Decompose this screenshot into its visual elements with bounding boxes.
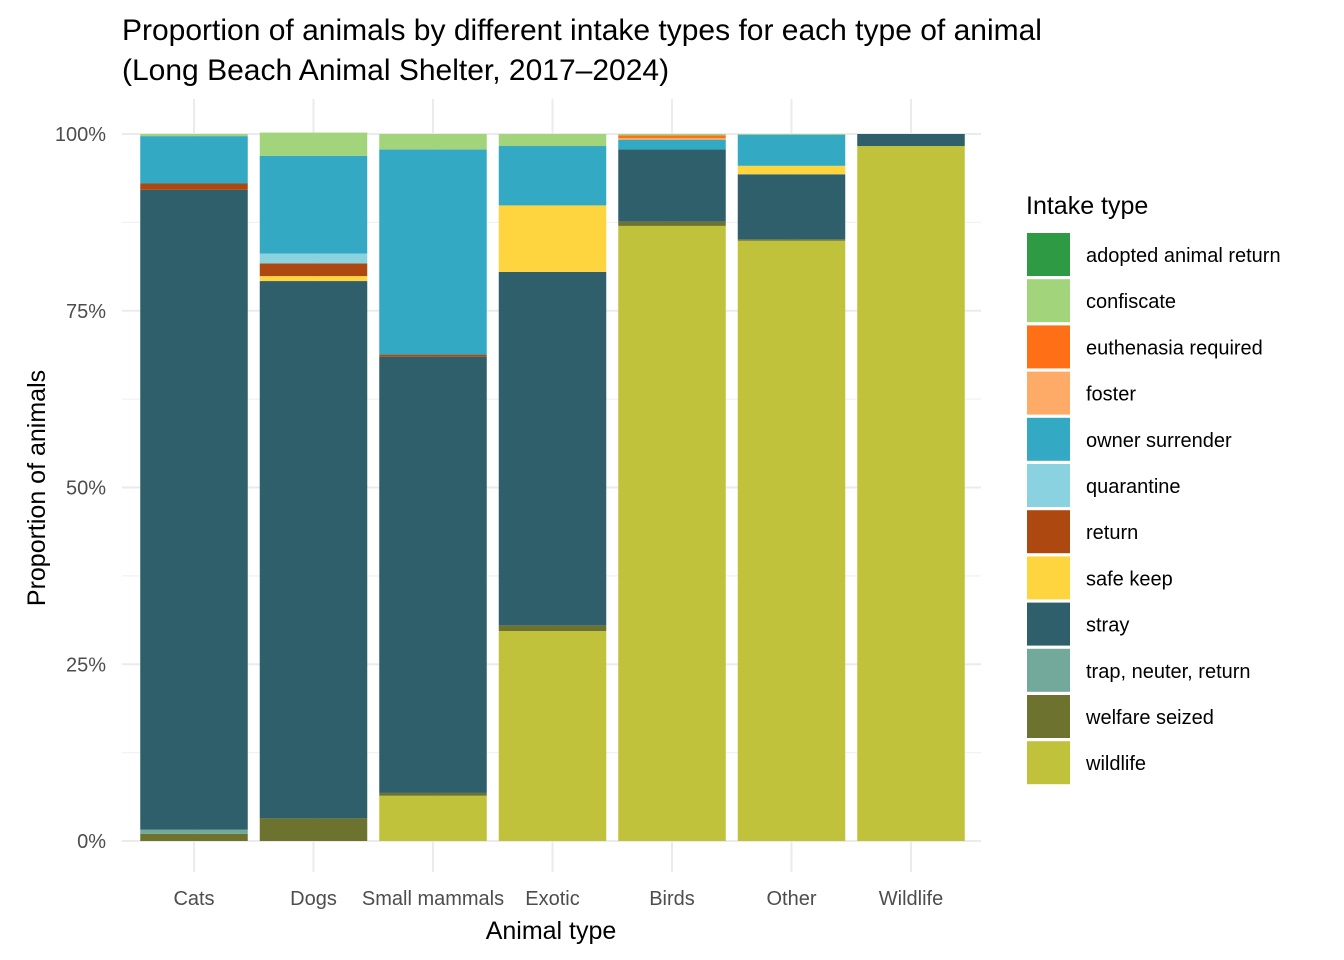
bar-segment bbox=[737, 134, 846, 135]
x-tick-label: Other bbox=[766, 888, 816, 910]
legend-swatch bbox=[1027, 233, 1070, 276]
bar-segment bbox=[140, 183, 248, 190]
bar-segment bbox=[737, 239, 846, 241]
legend-label: foster bbox=[1086, 384, 1136, 406]
bar-segment bbox=[379, 356, 487, 793]
legend-swatch bbox=[1027, 464, 1070, 507]
bar-segment bbox=[259, 132, 368, 156]
bar-segment bbox=[857, 134, 965, 147]
bar-segment bbox=[618, 135, 726, 139]
bar-segment bbox=[379, 354, 487, 357]
legend-swatch bbox=[1027, 741, 1070, 785]
y-tick-label: 100% bbox=[55, 124, 106, 146]
legend-swatch bbox=[1027, 510, 1070, 554]
legend-label: return bbox=[1086, 522, 1138, 544]
x-tick-label: Birds bbox=[649, 888, 695, 910]
bar-segment bbox=[140, 136, 248, 184]
x-axis-title: Animal type bbox=[486, 917, 617, 945]
legend-label: welfare seized bbox=[1085, 707, 1214, 729]
legend-swatch bbox=[1027, 279, 1070, 323]
legend-label: safe keep bbox=[1086, 568, 1173, 590]
legend: Intake type adopted animal return confisc… bbox=[1026, 192, 1281, 785]
x-tick-label: Small mammals bbox=[362, 888, 504, 910]
bar-segment bbox=[140, 134, 248, 137]
bar-segment bbox=[498, 146, 607, 206]
y-tick-label: 50% bbox=[66, 478, 106, 500]
legend-label: stray bbox=[1086, 615, 1129, 637]
bar-segment bbox=[618, 221, 726, 226]
legend-label: trap, neuter, return bbox=[1086, 661, 1251, 683]
x-tick-label: Cats bbox=[173, 888, 214, 910]
bar-segment bbox=[498, 205, 607, 272]
bar-segment bbox=[259, 253, 368, 264]
legend-label: owner surrender bbox=[1086, 430, 1232, 452]
x-tick-label: Exotic bbox=[525, 888, 579, 910]
bar-segment bbox=[618, 149, 726, 222]
x-tick-label: Wildlife bbox=[879, 888, 943, 910]
bar-segment bbox=[618, 139, 726, 150]
chart-title: Proportion of animals by different intak… bbox=[122, 14, 1042, 47]
bar-segment bbox=[140, 189, 248, 830]
legend-swatch bbox=[1027, 325, 1070, 369]
bar-segment bbox=[857, 146, 965, 842]
bar-segment bbox=[379, 149, 487, 355]
bar-segment bbox=[498, 271, 607, 626]
bar-segment bbox=[737, 174, 846, 240]
x-tick-labels: Cats Dogs Small mammals Exotic Birds Other Wil… bbox=[173, 888, 943, 910]
y-tick-labels: 0% 25% 50% 75% 100% bbox=[55, 124, 106, 853]
bar-segment bbox=[379, 795, 487, 841]
legend-label: euthenasia required bbox=[1086, 337, 1263, 359]
bar-segment bbox=[379, 792, 487, 796]
bar-segment bbox=[259, 276, 368, 282]
bar-segment bbox=[737, 165, 846, 175]
legend-label: wildlife bbox=[1085, 753, 1146, 775]
bar-segment bbox=[618, 138, 726, 140]
bar-segment bbox=[498, 625, 607, 632]
y-tick-label: 0% bbox=[77, 831, 106, 853]
x-tick-label: Dogs bbox=[290, 888, 337, 910]
bar-segment bbox=[618, 134, 726, 136]
legend-label: confiscate bbox=[1086, 291, 1176, 313]
legend-swatch bbox=[1027, 648, 1070, 692]
legend-swatch bbox=[1027, 695, 1070, 738]
bar-segment bbox=[498, 134, 607, 147]
bar-segment bbox=[498, 631, 607, 841]
bar-segment bbox=[259, 818, 368, 841]
bar-segment bbox=[737, 134, 846, 166]
bar-segment bbox=[259, 263, 368, 277]
legend-label: adopted animal return bbox=[1086, 245, 1281, 267]
y-tick-label: 25% bbox=[66, 654, 106, 676]
bars bbox=[140, 132, 965, 842]
bar-segment bbox=[259, 281, 368, 819]
bar-segment bbox=[259, 155, 368, 254]
bar-segment bbox=[737, 240, 846, 841]
legend-swatch bbox=[1027, 371, 1070, 415]
y-axis-title: Proportion of animals bbox=[23, 370, 51, 606]
bar-segment bbox=[140, 829, 248, 834]
legend-swatch bbox=[1027, 417, 1070, 461]
bar-segment bbox=[140, 833, 248, 841]
legend-swatch bbox=[1027, 556, 1070, 600]
bar-segment bbox=[618, 225, 726, 841]
chart-subtitle: (Long Beach Animal Shelter, 2017–2024) bbox=[122, 54, 669, 87]
legend-label: quarantine bbox=[1086, 476, 1181, 498]
legend-title: Intake type bbox=[1026, 192, 1148, 220]
bar-segment bbox=[379, 134, 487, 150]
y-tick-label: 75% bbox=[66, 301, 106, 323]
legend-swatch bbox=[1027, 602, 1070, 646]
